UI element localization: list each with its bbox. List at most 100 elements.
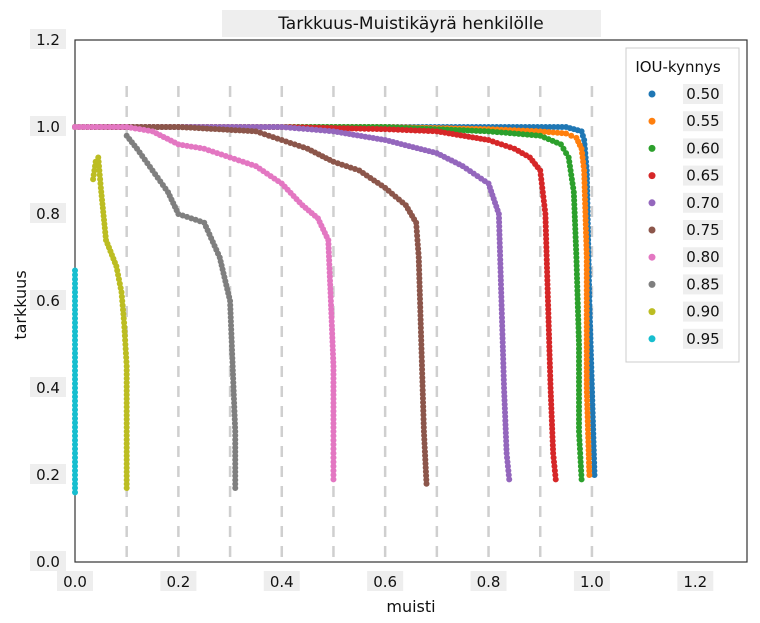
data-point	[390, 126, 397, 133]
data-point	[72, 298, 78, 304]
legend-marker	[648, 90, 656, 98]
data-point	[554, 129, 561, 136]
legend-marker	[648, 308, 656, 316]
data-point	[576, 370, 582, 377]
data-point	[576, 353, 582, 360]
x-tick-bg	[470, 571, 507, 591]
data-point	[414, 241, 421, 248]
data-point	[72, 367, 78, 374]
data-point	[121, 328, 128, 335]
legend-marker	[648, 280, 656, 288]
y-tick-label: 1.0	[36, 118, 60, 136]
y-tick-label: 0.6	[36, 292, 60, 310]
data-point	[72, 406, 78, 413]
x-tick-bg	[677, 571, 714, 591]
x-tick-6: 1.2	[677, 571, 714, 591]
legend-item-0.50: 0.50	[648, 84, 723, 104]
data-point	[308, 126, 315, 133]
data-point	[581, 137, 588, 144]
data-point	[72, 319, 78, 326]
data-point	[330, 437, 337, 444]
data-point	[317, 127, 324, 134]
data-point	[541, 206, 548, 213]
data-point	[120, 315, 127, 322]
data-point	[93, 124, 100, 130]
legend-item-0.85: 0.85	[648, 274, 723, 295]
data-point	[414, 237, 421, 244]
data-point	[504, 463, 511, 470]
data-point	[162, 124, 169, 130]
data-point	[578, 472, 585, 478]
data-point	[576, 424, 582, 431]
x-tick-bg	[573, 571, 610, 591]
data-point	[119, 298, 126, 304]
data-point	[72, 358, 78, 365]
data-point	[118, 289, 125, 296]
legend-label: 0.85	[686, 275, 719, 293]
data-point	[563, 130, 570, 137]
data-point	[122, 337, 129, 344]
data-point	[330, 467, 337, 474]
data-point	[576, 432, 583, 439]
legend-item-0.65: 0.65	[648, 165, 723, 186]
data-point	[72, 315, 78, 322]
data-point	[330, 450, 337, 457]
data-point	[576, 437, 583, 444]
data-point	[80, 124, 87, 130]
data-point	[158, 124, 165, 130]
data-point	[72, 458, 78, 465]
data-point	[96, 167, 103, 174]
data-point	[95, 158, 102, 165]
data-point	[330, 428, 337, 435]
legend-label: 0.65	[686, 167, 719, 185]
legend-label-bg	[683, 301, 723, 322]
data-point	[581, 141, 588, 148]
data-point	[330, 432, 337, 439]
legend-label-bg	[683, 138, 723, 159]
data-point	[72, 424, 78, 431]
data-point	[415, 250, 422, 257]
data-point	[576, 345, 582, 352]
legend-item-0.55: 0.55	[648, 111, 723, 132]
data-point	[540, 197, 547, 204]
data-point	[72, 267, 78, 274]
data-point	[72, 419, 78, 426]
data-point	[72, 328, 78, 335]
data-point	[541, 202, 548, 209]
series-0.90	[90, 154, 130, 492]
data-point	[119, 124, 126, 130]
data-point	[560, 145, 567, 152]
data-point	[579, 150, 586, 157]
data-point	[399, 126, 406, 133]
data-point	[578, 476, 585, 483]
data-point	[122, 350, 129, 357]
data-point	[72, 389, 78, 396]
data-point	[505, 472, 512, 478]
data-point	[89, 124, 96, 130]
data-point	[403, 127, 410, 134]
data-point	[321, 127, 328, 134]
data-point	[576, 395, 582, 402]
legend-item-0.75: 0.75	[648, 220, 723, 240]
data-point	[576, 391, 582, 398]
data-point	[504, 458, 511, 465]
legend-marker	[648, 117, 656, 125]
legend-label-bg	[683, 165, 723, 186]
legend-label-bg	[683, 247, 723, 268]
data-point	[576, 341, 582, 348]
data-point	[528, 131, 535, 138]
legend-item-0.90: 0.90	[648, 301, 723, 322]
legend-label: 0.75	[686, 221, 719, 239]
series-0.95	[72, 267, 78, 496]
data-point	[504, 454, 511, 461]
data-point	[494, 129, 501, 136]
x-tick-3: 0.6	[367, 571, 404, 591]
data-point	[563, 150, 570, 157]
data-point	[576, 428, 582, 435]
data-point	[515, 130, 522, 137]
data-point	[121, 319, 128, 326]
legend-item-0.60: 0.60	[648, 138, 723, 159]
data-point	[576, 411, 582, 418]
data-point	[167, 124, 174, 130]
data-point	[72, 472, 78, 478]
